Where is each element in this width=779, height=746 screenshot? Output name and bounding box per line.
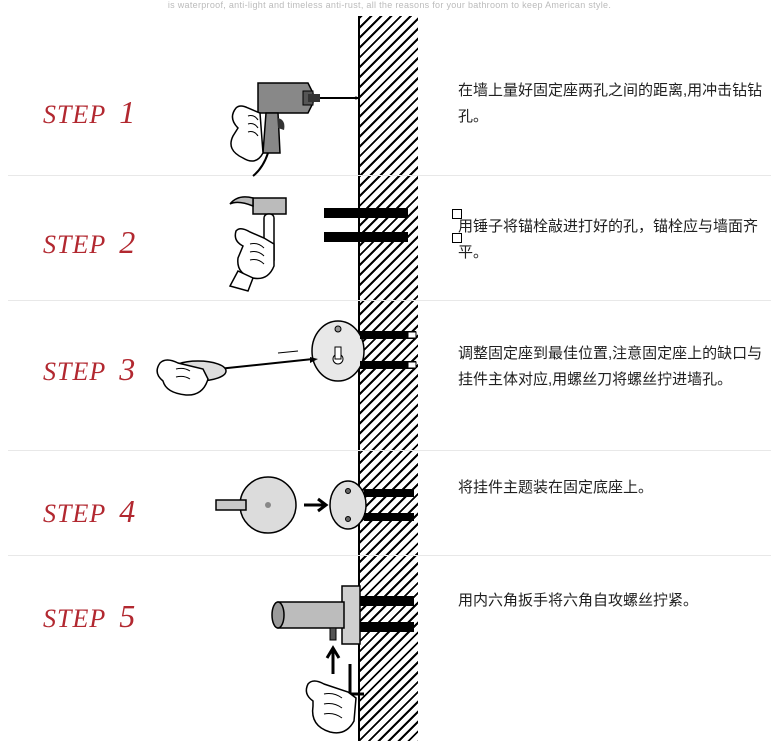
step-description: 在墙上量好固定座两孔之间的距离,用冲击钻钻孔。 bbox=[458, 78, 763, 131]
step-number: 4 bbox=[119, 493, 136, 529]
step-prefix: STEP bbox=[43, 230, 106, 259]
step-number: 1 bbox=[119, 94, 136, 130]
step-prefix: STEP bbox=[43, 100, 106, 129]
step-label: STEP 5 bbox=[43, 598, 136, 635]
installation-diagram: is waterproof, anti-light and timeless a… bbox=[0, 0, 779, 741]
step-description: 将挂件主题装在固定底座上。 bbox=[458, 475, 763, 501]
drill-icon bbox=[208, 58, 363, 178]
step-number: 3 bbox=[119, 351, 136, 387]
mounting-plate-icon bbox=[308, 311, 418, 391]
step-row-2: STEP 2 用锤子将锚栓敲进打好的孔，锚栓应与墙面齐平。 bbox=[8, 176, 771, 301]
step-row-1: STEP 1 在墙上量好固定座两孔之间的距离,用冲击钻钻孔。 bbox=[8, 16, 771, 176]
step-description: 用内六角扳手将六角自攻螺丝拧紧。 bbox=[458, 588, 763, 614]
hammer-icon bbox=[198, 186, 318, 296]
diagram-container: STEP 1 在墙上量好固定座两孔之间的距离,用冲击钻钻孔。 bbox=[8, 16, 771, 741]
step-number: 5 bbox=[119, 598, 136, 634]
screwdriver-icon bbox=[148, 341, 318, 411]
step-description: 调整固定座到最佳位置,注意固定座上的缺口与挂件主体对应,用螺丝刀将螺丝拧进墙孔。 bbox=[458, 341, 763, 394]
step-label: STEP 1 bbox=[43, 94, 136, 131]
step-label: STEP 2 bbox=[43, 224, 136, 261]
step-prefix: STEP bbox=[43, 499, 106, 528]
hex-tighten-icon bbox=[258, 566, 418, 746]
step-label: STEP 4 bbox=[43, 493, 136, 530]
step-row-5: STEP 5 用内六角扳手将六角自攻螺丝拧紧。 bbox=[8, 556, 771, 741]
step-number: 2 bbox=[119, 224, 136, 260]
step-prefix: STEP bbox=[43, 604, 106, 633]
step-prefix: STEP bbox=[43, 357, 106, 386]
step-row-3: STEP 3 调整固定座到最佳位置,注意固定座上的缺口与挂件主体对应,用螺丝刀将… bbox=[8, 301, 771, 451]
wall-anchor bbox=[324, 208, 408, 218]
step-label: STEP 3 bbox=[43, 351, 136, 388]
wall-anchor bbox=[324, 232, 408, 242]
top-caption: is waterproof, anti-light and timeless a… bbox=[0, 0, 779, 10]
step-row-4: STEP 4 将挂件主题装在固定底座上。 bbox=[8, 451, 771, 556]
mount-assembly-icon bbox=[208, 463, 418, 545]
step-description: 用锤子将锚栓敲进打好的孔，锚栓应与墙面齐平。 bbox=[458, 214, 763, 267]
